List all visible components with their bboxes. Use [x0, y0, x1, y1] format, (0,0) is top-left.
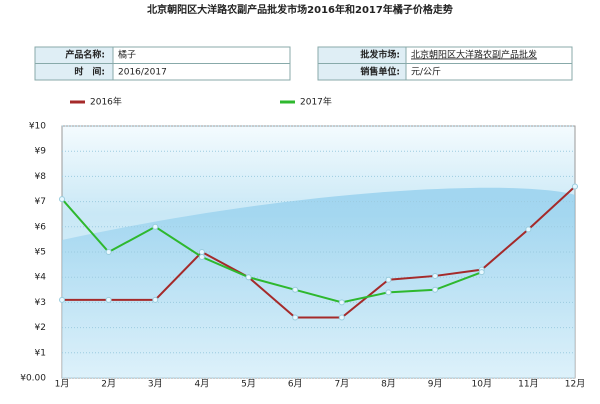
- legend-label: 2017年: [300, 96, 332, 108]
- info-label: 产品名称:: [65, 49, 105, 61]
- x-tick-label: 7月: [334, 379, 349, 390]
- data-point: [198, 254, 205, 261]
- info-value: 元/公斤: [411, 67, 441, 78]
- data-point: [152, 223, 159, 230]
- x-tick-label: 4月: [195, 379, 210, 390]
- x-tick-label: 5月: [241, 379, 256, 390]
- legend-label: 2016年: [90, 96, 122, 108]
- info-value: 北京朝阳区大洋路农副产品批发: [411, 49, 537, 61]
- data-point: [292, 314, 299, 321]
- data-point: [432, 272, 439, 279]
- y-tick-label: ¥4: [35, 273, 47, 283]
- y-tick-label: ¥5: [35, 248, 46, 258]
- x-tick-label: 9月: [428, 379, 443, 390]
- data-point: [105, 296, 112, 303]
- chart-title: 北京朝阳区大洋路农副产品批发市场2016年和2017年橘子价格走势: [147, 3, 453, 16]
- background-wave: [62, 187, 575, 378]
- x-tick-label: 12月: [565, 379, 585, 390]
- info-value: 2016/2017: [118, 68, 167, 78]
- data-point: [478, 269, 485, 276]
- data-point: [338, 314, 345, 321]
- y-tick-label: ¥0.00: [20, 374, 46, 384]
- data-point: [385, 289, 392, 296]
- data-point: [198, 249, 205, 255]
- data-point: [432, 286, 439, 293]
- y-tick-label: ¥2: [35, 323, 46, 333]
- y-tick-label: ¥6: [35, 222, 47, 232]
- data-point: [245, 274, 252, 281]
- x-tick-label: 11月: [518, 379, 538, 390]
- y-tick-label: ¥1: [35, 348, 46, 358]
- data-point: [292, 286, 299, 293]
- y-tick-label: ¥7: [35, 197, 46, 207]
- info-label: 批发市场:: [360, 49, 400, 61]
- data-point: [338, 299, 345, 306]
- series-line: [62, 185, 576, 319]
- info-table-left: 产品名称: 橘子 时 间: 2016/2017: [34, 46, 291, 81]
- y-tick-label: ¥8: [35, 172, 47, 182]
- x-tick-label: 6月: [288, 379, 303, 390]
- data-point: [59, 196, 65, 203]
- y-tick-label: ¥10: [29, 122, 46, 132]
- x-tick-label: 10月: [472, 379, 492, 390]
- x-tick-label: 2月: [101, 379, 116, 390]
- data-point: [572, 183, 578, 190]
- series-line: [61, 198, 483, 304]
- data-point: [385, 276, 392, 283]
- info-label: 时 间:: [74, 66, 105, 78]
- x-tick-label: 3月: [148, 379, 163, 390]
- x-tick-label: 1月: [55, 379, 70, 390]
- y-tick-label: ¥9: [35, 147, 47, 157]
- info-label: 销售单位:: [360, 66, 400, 78]
- data-point: [105, 249, 112, 255]
- x-tick-label: 8月: [381, 379, 396, 390]
- data-point: [59, 296, 65, 303]
- info-value: 橘子: [118, 50, 136, 61]
- info-table-right: 批发市场: 北京朝阳区大洋路农副产品批发 销售单位: 元/公斤: [317, 46, 573, 81]
- data-point: [525, 226, 532, 233]
- data-point: [152, 296, 159, 303]
- y-tick-label: ¥3: [35, 298, 46, 308]
